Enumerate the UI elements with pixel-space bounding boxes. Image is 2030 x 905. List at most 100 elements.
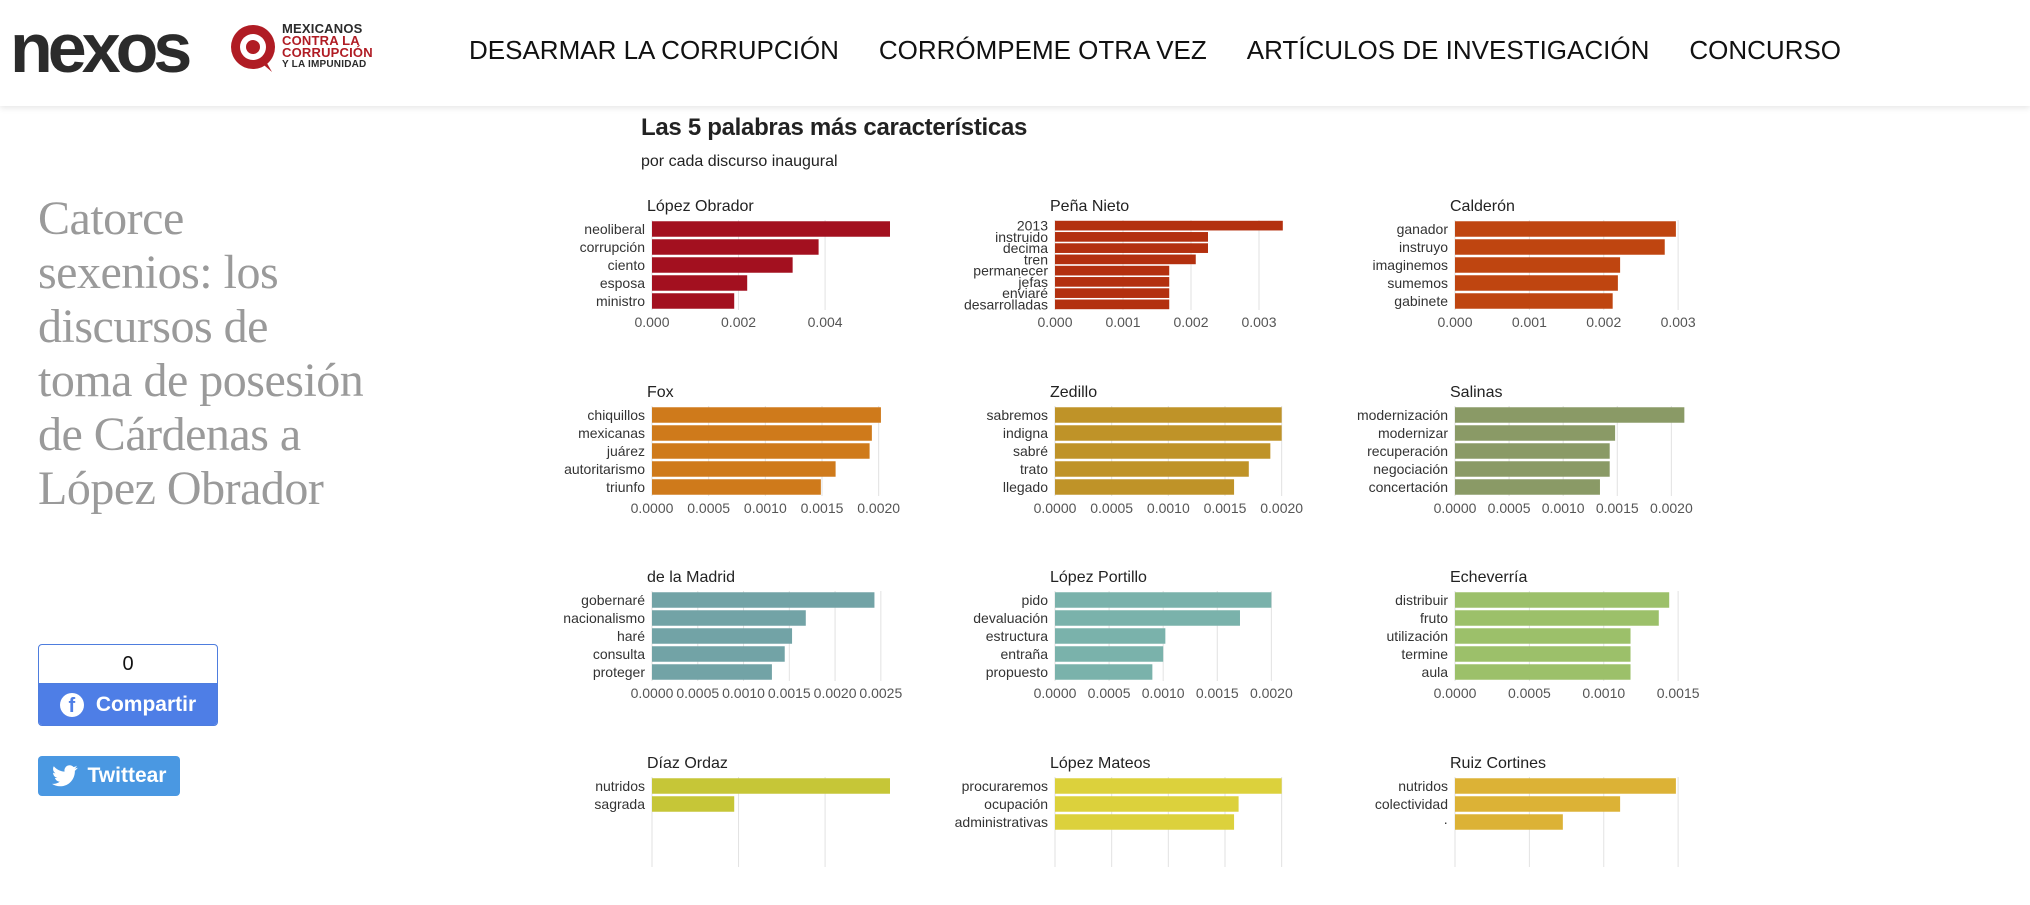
x-tick-label: 0.001: [1512, 314, 1547, 330]
bar-lopez-obrador-0: [652, 221, 890, 237]
x-tick-label: 0.002: [721, 314, 756, 330]
bar-calderon-4: [1455, 293, 1613, 309]
x-tick-label: 0.004: [808, 314, 843, 330]
panel-title: Salinas: [1450, 384, 1503, 401]
category-label: sumemos: [1387, 275, 1448, 291]
bar-lopez-portillo-4: [1055, 664, 1153, 680]
category-label: gobernaré: [581, 592, 645, 608]
category-label: ministro: [596, 293, 645, 309]
category-label: fruto: [1420, 610, 1448, 626]
category-label: aula: [1422, 664, 1449, 680]
chart-title: Las 5 palabras más características: [641, 114, 1028, 141]
category-label: sagrada: [594, 796, 645, 812]
x-tick-label: 0.0010: [1147, 500, 1190, 516]
bar-lopez-mateos-2: [1055, 814, 1235, 830]
twitter-share-button[interactable]: Twittear: [38, 756, 180, 796]
panel-title: Díaz Ordaz: [647, 755, 728, 772]
x-tick-label: 0.0005: [1488, 500, 1531, 516]
x-tick-label: 0.0015: [1204, 500, 1247, 516]
x-tick-label: 0.0010: [1582, 685, 1625, 701]
twitter-share-label: Twittear: [87, 764, 167, 787]
x-tick-label: 0.0010: [1542, 500, 1585, 516]
category-label: negociación: [1373, 461, 1448, 477]
nav-desarmar-la-corrupcion[interactable]: DESARMAR LA CORRUPCIÓN: [469, 35, 839, 65]
category-label: juárez: [606, 443, 645, 459]
bar-echeverria-4: [1455, 664, 1631, 680]
bar-lopez-obrador-4: [652, 293, 735, 309]
bar-pena-nieto-5: [1055, 277, 1170, 287]
panel-plot: nutridos sagrada: [594, 777, 890, 867]
category-label: nutridos: [595, 778, 645, 794]
facebook-share-button[interactable]: f Compartir: [39, 684, 217, 725]
bar-de-la-madrid-0: [652, 592, 875, 608]
bar-fox-0: [652, 407, 881, 423]
bar-pena-nieto-3: [1055, 254, 1196, 265]
x-tick-label: 0.0020: [814, 685, 857, 701]
x-tick-label: 0.0000: [1434, 685, 1477, 701]
nav-articulos-de-investigacion[interactable]: ARTÍCULOS DE INVESTIGACIÓN: [1246, 35, 1650, 65]
category-label: autoritarismo: [564, 461, 645, 477]
nav-corrompeme-otra-vez[interactable]: CORRÓMPEME OTRA VEZ: [878, 35, 1207, 65]
bar-lopez-mateos-0: [1055, 778, 1282, 794]
category-label: sabré: [1013, 443, 1048, 459]
bar-zedillo-2: [1055, 443, 1271, 459]
category-label: trato: [1020, 461, 1048, 477]
category-label: haré: [617, 628, 645, 644]
x-tick-label: 0.001: [1105, 314, 1140, 330]
bar-lopez-portillo-0: [1055, 592, 1272, 608]
bar-calderon-1: [1455, 239, 1665, 255]
bar-calderon-0: [1455, 221, 1676, 237]
bar-echeverria-0: [1455, 592, 1670, 608]
panel-pena-nieto: Peña Nieto 0.000 0.001 0.002 0.003 2013 instru…: [943, 198, 1343, 348]
panel-title: López Portillo: [1050, 569, 1147, 586]
bar-calderon-2: [1455, 257, 1621, 273]
category-label: neoliberal: [584, 221, 645, 237]
bar-echeverria-2: [1455, 628, 1631, 644]
twitter-bird-icon: [51, 765, 78, 787]
x-tick-label: 0.0005: [687, 500, 730, 516]
bar-pena-nieto-4: [1055, 265, 1170, 276]
mcci-logo[interactable]: MEXICANOS CONTRA LA CORRUPCIÓN Y LA IMPU…: [228, 20, 378, 76]
x-tick-label: 0.0015: [1657, 685, 1700, 701]
category-label: distribuir: [1395, 592, 1448, 608]
panel-plot: 0.0000 0.0005 0.0010 0.0015 0.0020 sabremos in…: [987, 406, 1303, 516]
panel-title: López Mateos: [1050, 755, 1151, 772]
category-label: ciento: [608, 257, 646, 273]
x-tick-label: 0.000: [1437, 314, 1472, 330]
category-label: permanecer: [973, 263, 1048, 279]
category-label: corrupción: [580, 239, 645, 255]
x-tick-label: 0.0000: [1034, 685, 1077, 701]
facebook-share-widget: 0 f Compartir: [38, 644, 218, 726]
chart-subtitle: por cada discurso inaugural: [641, 153, 838, 170]
bar-echeverria-1: [1455, 610, 1659, 626]
x-tick-label: 0.002: [1173, 314, 1208, 330]
bar-lopez-portillo-3: [1055, 646, 1164, 662]
category-label: llegado: [1003, 479, 1048, 495]
category-label: utilización: [1387, 628, 1448, 644]
bar-pena-nieto-1: [1055, 232, 1208, 242]
bar-lopez-obrador-1: [652, 239, 819, 255]
bar-pena-nieto-0: [1055, 220, 1283, 231]
panel-de-la-madrid: de la Madrid 0.0000 0.0005 0.0010 0.0015 0.00…: [540, 569, 940, 719]
x-tick-label: 0.0000: [1434, 500, 1477, 516]
bar-zedillo-1: [1055, 425, 1282, 441]
nav-concurso[interactable]: CONCURSO: [1689, 35, 1842, 65]
panel-plot: 0.000 0.001 0.002 0.003 ganador instruyo imagi…: [1373, 220, 1696, 330]
category-label: propuesto: [986, 664, 1048, 680]
bar-ruiz-cortines-1: [1455, 796, 1621, 812]
x-tick-label: 0.0020: [857, 500, 900, 516]
category-label: termine: [1401, 646, 1448, 662]
category-label: modernizar: [1378, 425, 1448, 441]
category-label: instruido: [995, 229, 1048, 245]
panel-title: Echeverría: [1450, 569, 1528, 586]
x-tick-label: 0.000: [634, 314, 669, 330]
bar-fox-1: [652, 425, 872, 441]
category-label: tren: [1024, 251, 1048, 267]
category-label: pido: [1022, 592, 1049, 608]
category-label: procuraremos: [962, 778, 1048, 794]
nexos-logo[interactable]: nexos: [10, 9, 192, 87]
x-tick-label: 0.003: [1241, 314, 1276, 330]
bar-salinas-0: [1455, 407, 1685, 423]
category-label: enviaré: [1002, 285, 1048, 301]
mcci-wordmark: MEXICANOS CONTRA LA CORRUPCIÓN Y LA IMPU…: [282, 21, 373, 70]
